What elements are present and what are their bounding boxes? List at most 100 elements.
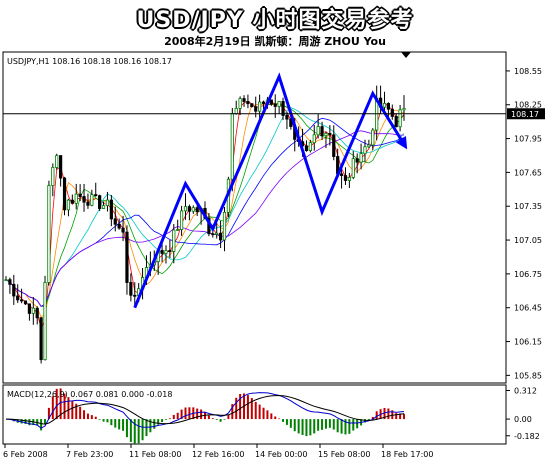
candle (55, 153, 59, 170)
candle (8, 277, 12, 294)
macd-panel (2, 384, 507, 445)
candle (164, 245, 168, 264)
macd-legend: MACD(12,26,9) 0.067 0.081 0.000 -0.018 (7, 390, 172, 399)
candle (390, 104, 394, 120)
candle (121, 215, 125, 242)
candle (281, 97, 285, 121)
candle (172, 224, 176, 264)
candle (35, 306, 39, 325)
time-axis: 6 Feb 2008 7 Feb 23:00 11 Feb 08:00 12 Feb … (3, 444, 433, 459)
macd-y-tick-label: 0.312 (514, 386, 537, 395)
chart-shift-marker (401, 52, 411, 58)
candle (238, 96, 242, 115)
candle (222, 206, 227, 252)
y-tick-label: 108.55 (514, 67, 542, 76)
candle (398, 105, 402, 132)
y-tick-label: 106.75 (514, 270, 542, 279)
arrow-head (395, 135, 408, 150)
x-tick-label: 18 Feb 17:00 (381, 450, 433, 459)
candle (160, 242, 164, 263)
candle (43, 275, 47, 361)
moving-average-line (5, 130, 405, 307)
candle (129, 273, 133, 302)
candle (183, 193, 188, 220)
candle (168, 239, 172, 259)
chart-legend: USDJPY,H1 108.16 108.18 108.16 108.17 (7, 57, 172, 66)
candle (125, 225, 129, 295)
x-tick-label: 6 Feb 2008 (3, 450, 48, 459)
current-price-label: 108.17 (511, 110, 539, 119)
y-tick-label: 107.05 (514, 236, 542, 245)
y-tick-label: 107.65 (514, 168, 542, 177)
y-tick-label: 106.15 (514, 338, 542, 347)
x-tick-label: 15 Feb 08:00 (318, 450, 370, 459)
candle (66, 198, 71, 217)
x-tick-label: 14 Feb 00:00 (255, 450, 307, 459)
x-tick-label: 11 Feb 08:00 (129, 450, 181, 459)
candle (74, 183, 78, 210)
candle (308, 139, 312, 153)
candle (90, 189, 94, 207)
candle (312, 124, 316, 151)
candle (113, 206, 117, 232)
candle (363, 139, 367, 162)
candle (371, 128, 375, 151)
candle (246, 94, 250, 109)
y-tick-label: 107.95 (514, 135, 542, 144)
candle (343, 167, 348, 185)
candle (27, 303, 32, 321)
y-tick-label: 105.85 (514, 371, 542, 380)
candle (285, 112, 289, 130)
macd-signal-line (6, 394, 405, 425)
candle (109, 194, 113, 227)
candle (367, 139, 371, 148)
candle (62, 176, 67, 216)
candle (215, 223, 219, 239)
candle (176, 219, 180, 231)
candle (16, 284, 20, 304)
y-tick-label: 107.35 (514, 202, 542, 211)
x-tick-label: 12 Feb 16:00 (192, 450, 244, 459)
candle (324, 131, 328, 149)
candle (382, 91, 387, 114)
candle (39, 317, 43, 364)
chart-title: USD/JPY 小时图交易参考 (136, 8, 414, 33)
candle (4, 276, 8, 282)
chart-subtitle: 2008年2月19日 凯斯顿：周游 ZHOU You (164, 35, 386, 48)
candle (98, 194, 102, 212)
candle (347, 172, 351, 188)
candle (70, 194, 74, 204)
price-panel (2, 51, 507, 384)
x-tick-label: 7 Feb 23:00 (66, 450, 113, 459)
candle (394, 113, 398, 128)
candle (47, 180, 51, 286)
candle (316, 113, 320, 139)
macd-indicator: 0.312 0.00 -0.182 (5, 386, 540, 444)
candle (219, 220, 223, 249)
candle (12, 274, 16, 305)
candle (187, 204, 191, 221)
price-axis: 108.55 108.25 107.95 107.65 107.35 107.05 106.… (506, 67, 542, 380)
candle (105, 191, 110, 212)
candle (78, 184, 82, 202)
candle (31, 296, 35, 325)
candle (351, 151, 355, 180)
candle (117, 218, 121, 230)
candle (133, 282, 137, 308)
moving-average-line (5, 107, 405, 307)
candle (101, 201, 106, 209)
candle (250, 103, 254, 108)
macd-y-tick-label: 0.00 (514, 415, 532, 424)
candle (359, 143, 363, 170)
candle (86, 193, 90, 209)
candle (20, 288, 24, 304)
analysis-overlay (133, 72, 408, 309)
candle (242, 95, 246, 107)
candle (328, 125, 332, 146)
candle (332, 125, 336, 161)
candle (94, 182, 98, 197)
candle (355, 153, 359, 174)
y-tick-label: 108.25 (514, 101, 542, 110)
analysis-zigzag (133, 72, 406, 309)
